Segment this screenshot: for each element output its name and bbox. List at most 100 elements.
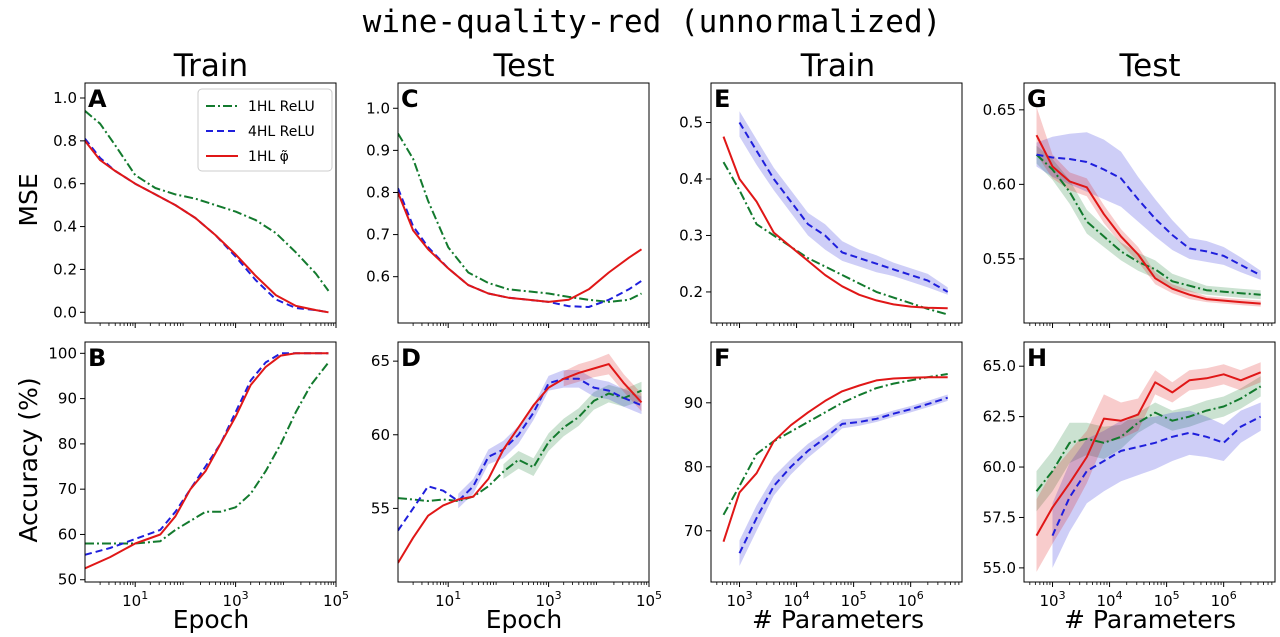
ytick-label-f-2: 90 [684, 394, 703, 412]
axes-frame-c [397, 82, 650, 324]
ytick-label-h-4: 65.0 [983, 357, 1016, 375]
ytick-label-b-4: 90 [58, 390, 77, 408]
series-1hl-phi-c [398, 192, 643, 303]
figure-title: wine-quality-red (unnormalized) [363, 4, 942, 40]
series-4hl-relu-d [398, 377, 642, 532]
ytick-label-g-2: 0.65 [983, 101, 1016, 119]
band-4hl-relu-e [739, 111, 948, 295]
band-1hl-relu-h [1036, 376, 1261, 512]
ytick-label-c-2: 0.8 [366, 183, 390, 201]
ytick-label-h-3: 62.5 [983, 408, 1016, 426]
xtick-label-f-1: 104 [784, 589, 810, 610]
series-1hl-phi-d [398, 363, 643, 564]
column-title-4: Test [1118, 48, 1180, 84]
ytick-label-g-1: 0.60 [983, 175, 1016, 193]
series-4hl-relu-c [398, 187, 643, 308]
ytick-label-a-2: 0.4 [53, 218, 77, 236]
column-title-2: Test [492, 48, 554, 84]
panel-letter-c: C [401, 85, 419, 113]
xlabel-epoch-1: Epoch [173, 605, 250, 634]
panel-h: 55.0 57.5 60.0 62.5 65.0 103 104 105 106 H [983, 341, 1276, 610]
band-1hl-relu-d [503, 381, 642, 479]
ytick-label-e-1: 0.3 [679, 226, 703, 244]
panel-b: 50 60 70 80 90 100 101 103 105 B [48, 341, 349, 610]
xtick-label-d-0: 101 [435, 589, 461, 610]
series-1hl-phi-a [85, 140, 329, 314]
panel-d: 55 60 65 101 103 105 D [371, 341, 662, 610]
ytick-label-a-1: 0.2 [53, 260, 77, 278]
xtick-label-b-1: 103 [223, 589, 249, 610]
series-4hl-relu-e [738, 121, 949, 293]
ytick-label-c-1: 0.7 [366, 226, 390, 244]
xlabel-params-1: # Parameters [752, 605, 924, 634]
panel-g: 0.55 0.60 0.65 G [983, 82, 1276, 328]
ytick-label-d-2: 65 [371, 352, 390, 370]
ytick-label-h-0: 55.0 [983, 559, 1016, 577]
ytick-label-c-4: 1.0 [366, 99, 390, 117]
xtick-label-b-2: 105 [323, 589, 349, 610]
ytick-label-e-3: 0.5 [679, 114, 703, 132]
xtick-label-d-1: 103 [536, 589, 562, 610]
panel-letter-d: D [401, 344, 421, 372]
axes-frame-d [397, 341, 650, 583]
axes-frame-b [84, 341, 337, 583]
band-1hl-phi-d [563, 353, 642, 412]
xtick-label-h-2: 105 [1154, 589, 1180, 610]
ylabel-mse: MSE [14, 173, 43, 226]
ytick-label-b-2: 70 [58, 480, 77, 498]
xtick-label-b-0: 101 [122, 589, 148, 610]
xtick-label-d-2: 105 [636, 589, 662, 610]
series-1hl-relu-e [722, 161, 948, 316]
ytick-label-a-3: 0.6 [53, 175, 77, 193]
panel-letter-a: A [88, 85, 107, 113]
ytick-label-a-0: 0.0 [53, 303, 77, 321]
panel-letter-g: G [1027, 85, 1047, 113]
panel-e: 0.2 0.3 0.4 0.5 E [679, 82, 963, 328]
xlabel-epoch-2: Epoch [486, 605, 563, 634]
panel-letter-b: B [88, 344, 106, 372]
ytick-label-c-0: 0.6 [366, 268, 390, 286]
ytick-label-b-5: 100 [48, 344, 77, 362]
xlabel-params-2: # Parameters [1064, 605, 1236, 634]
ytick-label-h-2: 60.0 [983, 458, 1016, 476]
ytick-label-b-3: 80 [58, 435, 77, 453]
legend: 1HL ReLU 4HL ReLU 1HL φ̃ [197, 88, 333, 172]
column-title-3: Train [800, 48, 875, 84]
xtick-label-f-3: 106 [898, 589, 924, 610]
panel-letter-f: F [714, 344, 730, 372]
series-1hl-relu-f [722, 373, 948, 516]
ytick-label-a-4: 0.8 [53, 132, 77, 150]
ytick-label-g-0: 0.55 [983, 250, 1016, 268]
xtick-label-f-2: 105 [841, 589, 867, 610]
ytick-label-f-0: 70 [684, 522, 703, 540]
ytick-label-e-0: 0.2 [679, 283, 703, 301]
legend-label-1hl-phi: 1HL φ̃ [248, 149, 289, 165]
axes-frame-e [710, 82, 963, 324]
series-4hl-relu-b [85, 352, 329, 556]
ytick-label-d-1: 60 [371, 426, 390, 444]
series-1hl-relu-h [1035, 385, 1262, 492]
series-1hl-relu-d [398, 389, 642, 502]
ytick-label-c-3: 0.9 [366, 141, 390, 159]
column-title-1: Train [173, 48, 248, 84]
panel-letter-e: E [714, 85, 730, 113]
series-1hl-relu-a [85, 110, 330, 292]
xtick-label-h-3: 106 [1211, 589, 1237, 610]
series-4hl-relu-h [1051, 415, 1262, 537]
series-1hl-phi-b [85, 352, 329, 570]
band-4hl-relu-f [739, 394, 948, 566]
series-1hl-phi-g [1035, 134, 1261, 305]
xtick-label-h-0: 103 [1039, 589, 1065, 610]
axes-frame-a [84, 82, 337, 324]
legend-label-1hl-relu: 1HL ReLU [248, 99, 315, 115]
series-1hl-phi-h [1035, 371, 1262, 537]
panel-a: 0.0 0.2 0.4 0.6 0.8 1.0 A [53, 82, 337, 328]
xtick-label-f-0: 103 [726, 589, 752, 610]
ytick-label-a-5: 1.0 [53, 89, 77, 107]
xtick-label-h-1: 104 [1097, 589, 1123, 610]
series-4hl-relu-f [738, 396, 949, 554]
series-1hl-relu-b [85, 361, 330, 545]
ytick-label-b-1: 60 [58, 525, 77, 543]
series-1hl-relu-c [398, 132, 642, 303]
